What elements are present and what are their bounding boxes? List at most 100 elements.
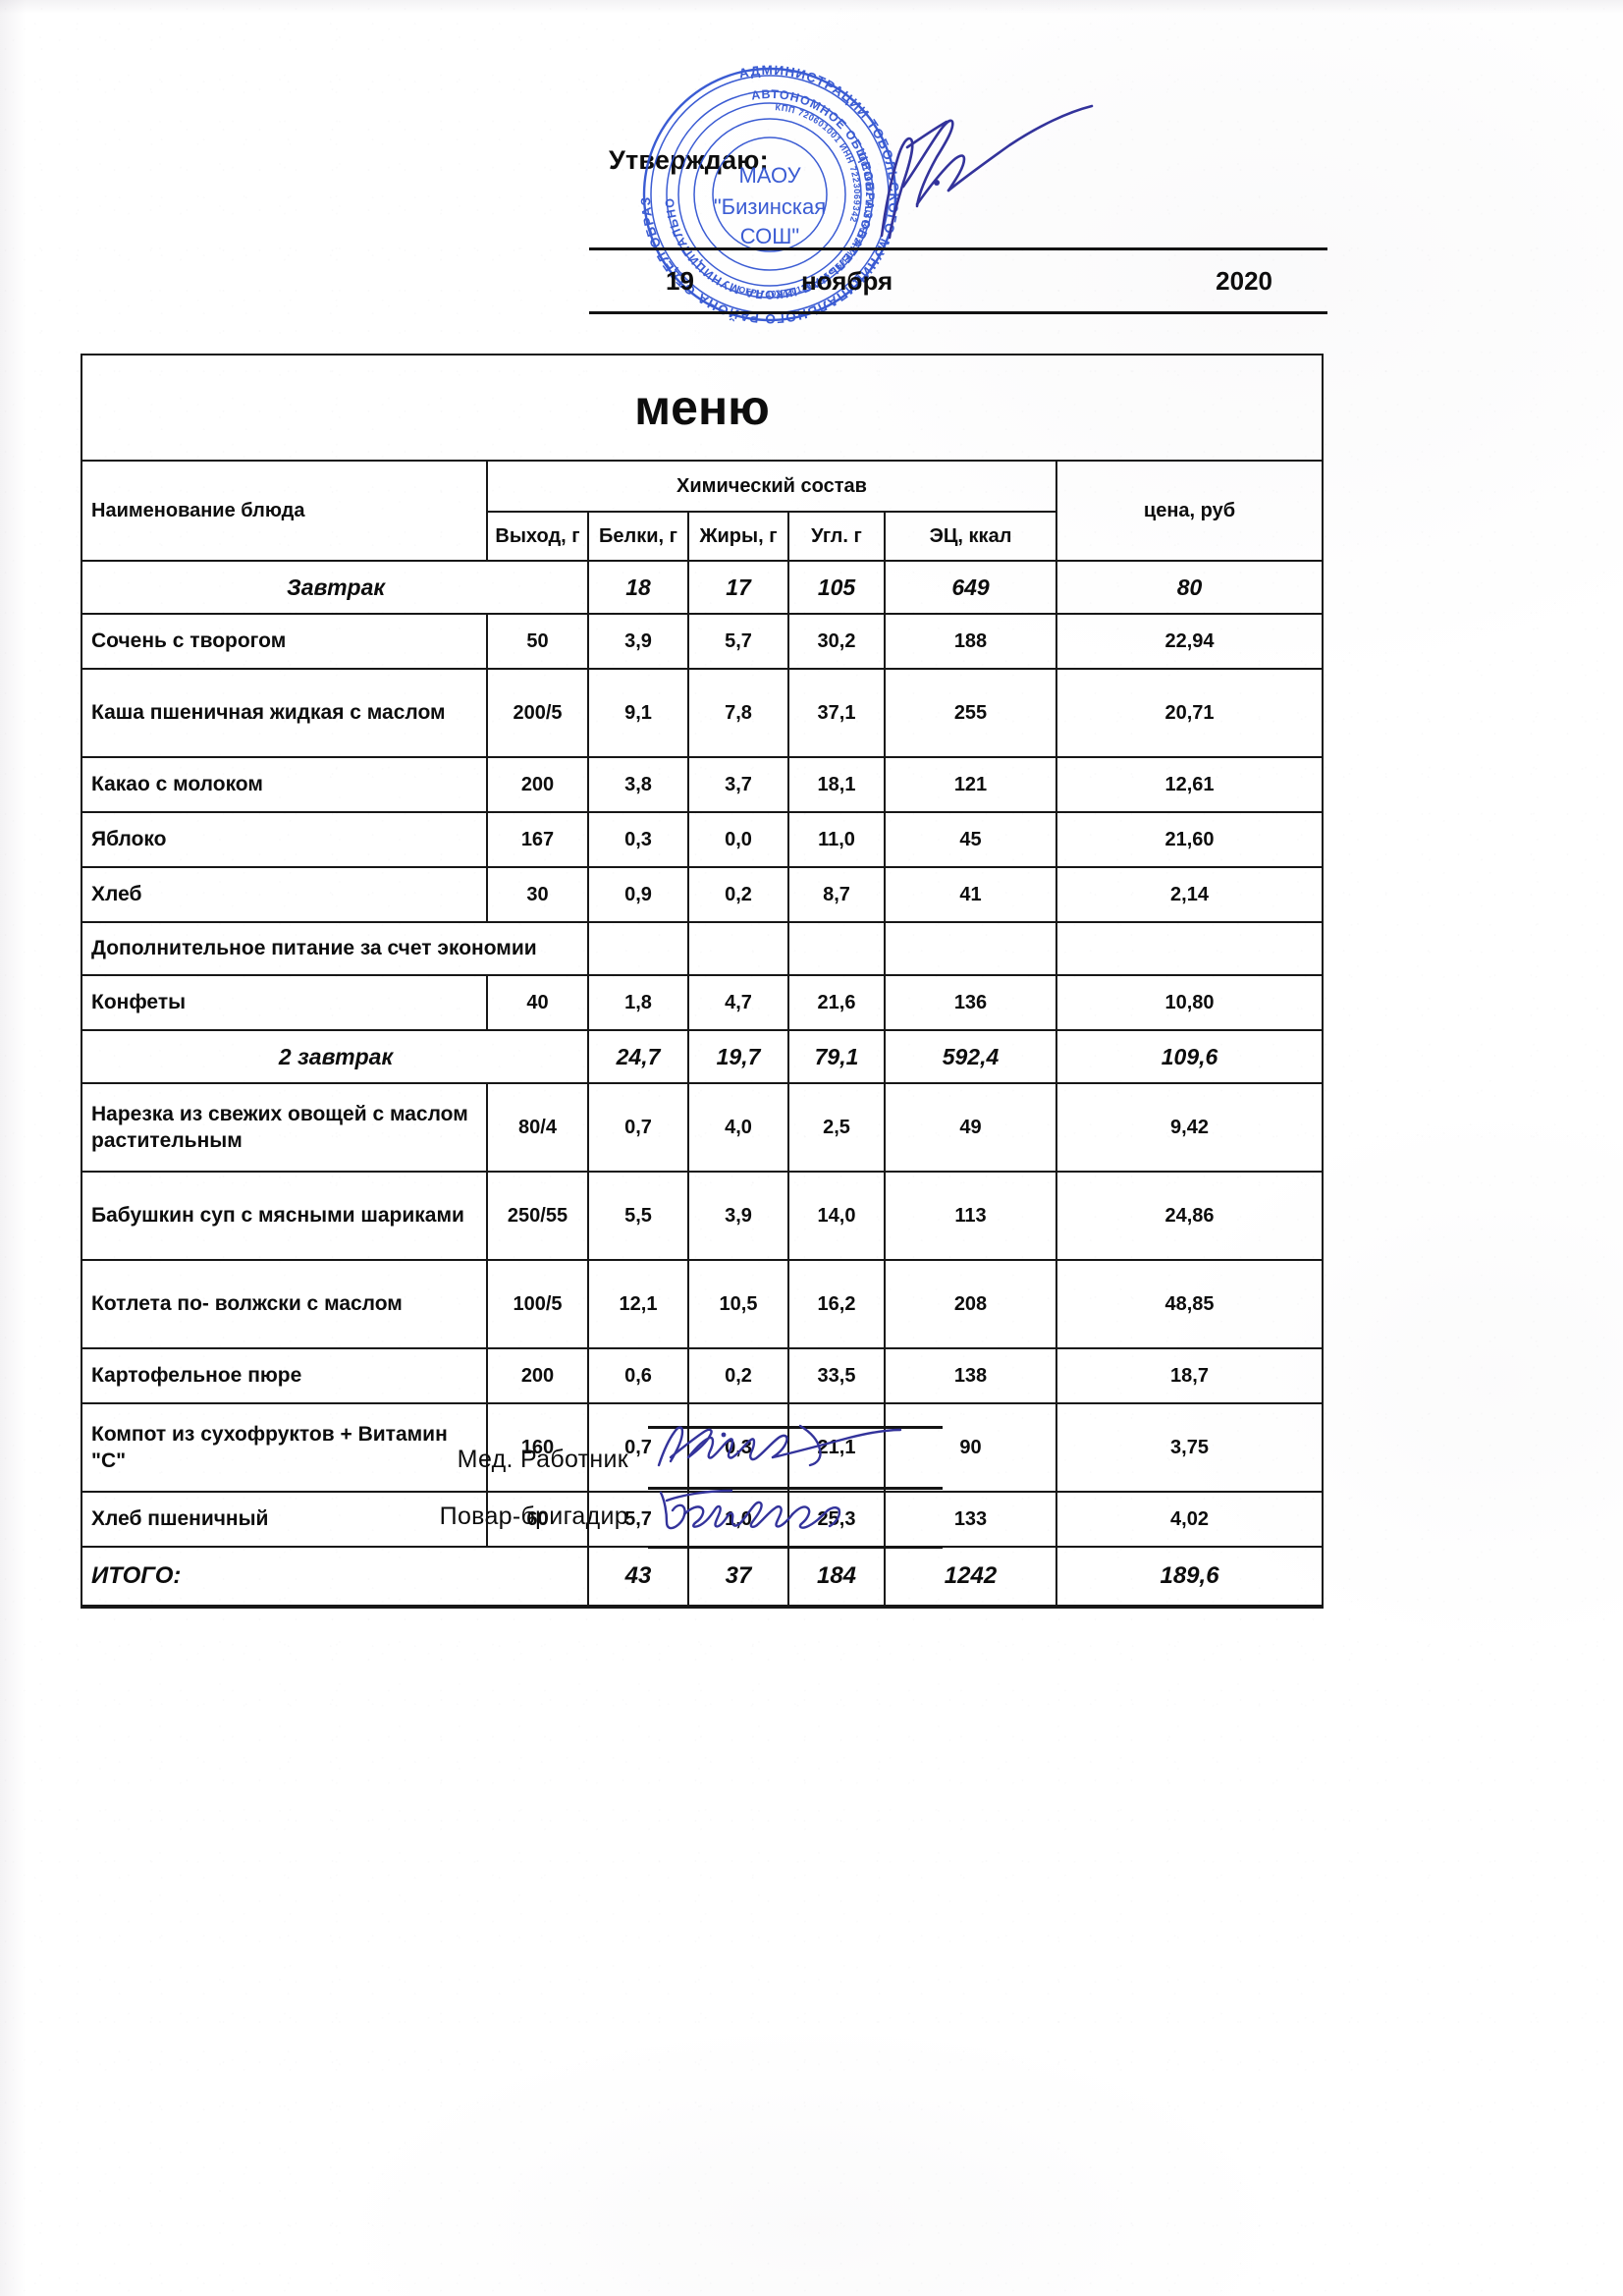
header-carbs: Угл. г [787,511,886,562]
table-row-total: ИТОГО: 43 37 184 1242 189,6 [81,1546,1325,1609]
cell-value: 4,7 [687,974,789,1031]
cell-value: 50 [486,613,589,670]
table-row: Нарезка из свежих овощей с маслом растит… [81,1082,1325,1173]
cell-value: 1,0 [687,1491,789,1548]
cell-value: 45 [884,811,1057,868]
menu-title: меню [634,380,770,435]
table-row: Какао с молоком 200 3,8 3,7 18,1 121 12,61 [81,756,1325,813]
cell-value: 11,0 [787,811,886,868]
cell-value: 12,1 [587,1259,689,1349]
cell-value: 43 [587,1546,689,1609]
cell-value: 136 [884,974,1057,1031]
cell-value: 80 [1055,560,1325,615]
cell-value: 7,8 [687,668,789,758]
menu-title-cell: меню [80,354,1325,462]
cell-value: 0,0 [687,811,789,868]
table-row-section: 2 завтрак 24,7 19,7 79,1 592,4 109,6 [81,1029,1325,1084]
cell-value: 109,6 [1055,1029,1325,1084]
cell-dish-name: Компот из сухофруктов + Витамин "С" [81,1402,488,1493]
cell-value: 37 [687,1546,789,1609]
cell-dish-name: Сочень с творогом [81,613,488,670]
header-fats: Жиры, г [687,511,789,562]
cell-value: 592,4 [884,1029,1057,1084]
header-dish-name: Наименование блюда [81,460,488,562]
cell-value: 200 [486,1347,589,1404]
cell-dish-name: Завтрак [81,560,589,615]
header-price: цена, руб [1055,460,1325,562]
scan-edge-shadow-top [0,0,1623,14]
cell-value: 25,3 [787,1491,886,1548]
cell-value: 8,7 [787,866,886,923]
cell-value: 19,7 [687,1029,789,1084]
signature-label-cook: Повар-бригадир [439,1503,628,1530]
cell-value: 138 [884,1347,1057,1404]
cell-value: 4,02 [1055,1491,1325,1548]
cell-value: 1,8 [587,974,689,1031]
cell-value: 200/5 [486,668,589,758]
cell-value: 0,2 [687,1347,789,1404]
cell-value: 160 [486,1402,589,1493]
cell-value: 18,7 [1055,1347,1325,1404]
cell-value: 3,8 [587,756,689,813]
cell-value [587,921,689,976]
cell-value: 167 [486,811,589,868]
cell-value: 208 [884,1259,1057,1349]
cell-value: 5,7 [687,613,789,670]
cell-value: 2,14 [1055,866,1325,923]
cell-value: 0,2 [687,866,789,923]
table-row: Яблоко 167 0,3 0,0 11,0 45 21,60 [81,811,1325,868]
approval-date-month: ноября [801,265,893,296]
cell-dish-name: Бабушкин суп с мясными шариками [81,1171,488,1261]
cell-value: 14,0 [787,1171,886,1261]
cell-value [884,921,1057,976]
cell-value: 33,5 [787,1347,886,1404]
cell-dish-name: Дополнительное питание за счет экономии [81,921,589,976]
cell-dish-name: 2 завтрак [81,1029,589,1084]
signature-rule-bottom [648,1546,943,1549]
svg-text:СОШ": СОШ" [740,224,800,248]
cell-value: 21,6 [787,974,886,1031]
cell-value: 3,9 [687,1171,789,1261]
cell-value: 0,6 [587,1347,689,1404]
table-row: Конфеты 40 1,8 4,7 21,6 136 10,80 [81,974,1325,1031]
approval-block: Утверждаю: [589,147,1335,174]
cell-value: 0,3 [587,811,689,868]
menu-table: меню Наименование блюда Химический соста… [80,354,1325,1609]
header-proteins: Белки, г [587,511,689,562]
cell-value: 24,86 [1055,1171,1325,1261]
cell-value: 121 [884,756,1057,813]
cell-value: 22,94 [1055,613,1325,670]
header-chemical-composition: Химический состав [486,460,1057,513]
cell-value: 24,7 [587,1029,689,1084]
cell-value: 90 [884,1402,1057,1493]
cell-dish-name: ИТОГО: [81,1546,589,1609]
cell-value: 16,2 [787,1259,886,1349]
cell-value: 80/4 [486,1082,589,1173]
cell-value: 18 [587,560,689,615]
cell-value: 255 [884,668,1057,758]
cell-value: 9,42 [1055,1082,1325,1173]
cell-value: 3,75 [1055,1402,1325,1493]
signature-rule-top [648,1426,943,1429]
table-row: Картофельное пюре 200 0,6 0,2 33,5 138 18,7 [81,1347,1325,1404]
cell-dish-name: Какао с молоком [81,756,488,813]
table-row-section: Дополнительное питание за счет экономии [81,921,1325,976]
cell-value: 79,1 [787,1029,886,1084]
table-row: Хлеб 30 0,9 0,2 8,7 41 2,14 [81,866,1325,923]
cell-value [687,921,789,976]
cell-value: 0,7 [587,1082,689,1173]
table-row: Каша пшеничная жидкая с маслом 200/5 9,1 7,… [81,668,1325,758]
signature-label-medic: Мед. Работник [457,1446,628,1473]
cell-value: 18,1 [787,756,886,813]
cell-value: 12,61 [1055,756,1325,813]
cell-dish-name: Нарезка из свежих овощей с маслом растит… [81,1082,488,1173]
cell-value [1055,921,1325,976]
cell-value: 2,5 [787,1082,886,1173]
cell-value: 48,85 [1055,1259,1325,1349]
cell-value: 200 [486,756,589,813]
cell-value: 1242 [884,1546,1057,1609]
scan-edge-shadow-left [0,0,26,2296]
cell-value: 100/5 [486,1259,589,1349]
cell-value: 30 [486,866,589,923]
